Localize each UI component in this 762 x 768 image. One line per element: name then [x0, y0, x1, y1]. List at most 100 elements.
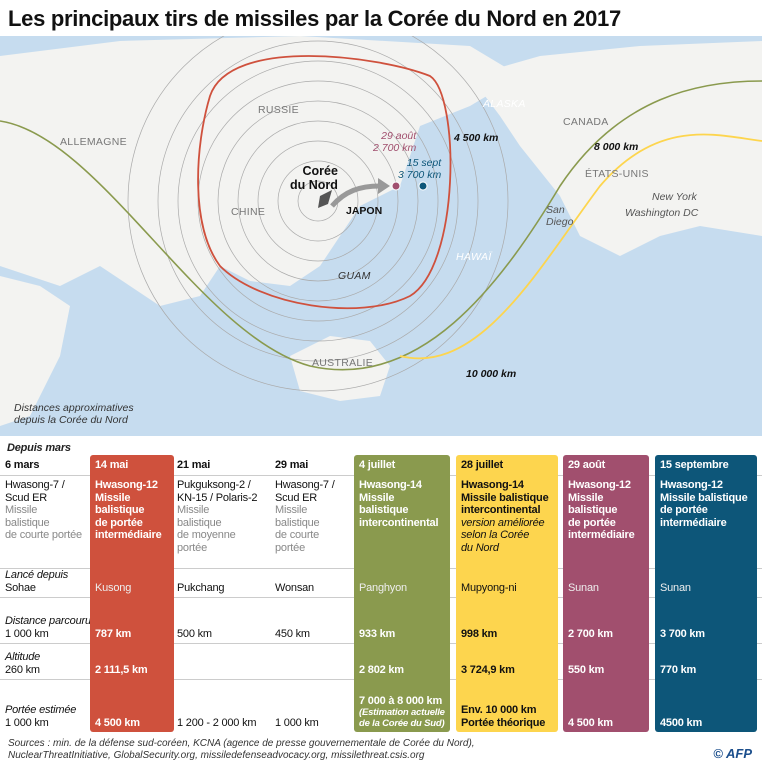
estimated-range: Env. 10 000 km Portée théorique [461, 704, 546, 729]
distance-cell: 2 700 km [563, 597, 649, 643]
desc-cell: Hwasong-12 Missile balistique de portée … [563, 475, 649, 568]
altitude: 2 802 km [359, 663, 404, 676]
label-hawai: HAWAÏ [456, 251, 492, 263]
range-cell: 1 200 - 2 000 km [172, 679, 268, 732]
distance-cell: 787 km [90, 597, 174, 643]
site-cell: Wonsan [270, 568, 352, 597]
missile-name: Hwasong-12 Missile balistique de portée … [95, 479, 162, 541]
altitude-cell: 770 km [655, 643, 757, 679]
range-10000-line [0, 80, 762, 371]
arrow-head [378, 178, 390, 194]
date: 29 mai [275, 458, 309, 471]
missile-name: Hwasong-12 Missile balistique de portée … [660, 479, 748, 529]
date-cell: 14 mai [90, 455, 174, 475]
label-washington: Washington DC [625, 207, 699, 219]
label-guam: GUAM [338, 270, 371, 282]
column-15-septembre: 15 septembre Hwasong-12 Missile balistiqu… [655, 455, 757, 732]
range-label-8000: 8 000 km [594, 141, 639, 153]
missile-name: Hwasong-7 / Scud ER [5, 479, 65, 504]
desc-cell: Hwasong-7 / Scud ER Missile balistique de… [270, 475, 352, 568]
site-cell: Sunan [655, 568, 757, 597]
africa [0, 276, 70, 426]
impact-label-29-aout: 29 août 2 700 km [373, 130, 417, 154]
site-cell: Mupyong-ni [456, 568, 558, 597]
column-29-août: 29 août Hwasong-12 Missile balistique de … [563, 455, 649, 732]
distance: 3 700 km [660, 627, 705, 640]
missile-type: Missile balistique de courte portée [275, 504, 320, 554]
date-cell: 6 mars [0, 455, 88, 475]
date-cell: 29 mai [270, 455, 352, 475]
label-canada: CANADA [563, 116, 609, 128]
label-russie: RUSSIE [258, 104, 299, 116]
launch-site: Kusong [95, 581, 132, 594]
distance: 2 700 km [568, 627, 613, 640]
map-note: Distances approximatives depuis la Corée… [14, 402, 134, 426]
north-korea-shape [318, 190, 332, 208]
distance: 933 km [359, 627, 396, 640]
distance: 998 km [461, 627, 498, 640]
altitude-cell: 2 111,5 km [90, 643, 174, 679]
estimated-range: 1 000 km [275, 716, 319, 729]
range-cell: 4500 km [655, 679, 757, 732]
estimated-range: 4500 km [660, 716, 703, 729]
altitude: 770 km [660, 663, 697, 676]
eurasia [0, 36, 520, 306]
date: 15 septembre [660, 458, 729, 471]
missile-name: Hwasong-7 / Scud ER [275, 479, 335, 504]
range-cell: 1 000 km [270, 679, 352, 732]
range-cell: Portée estimée 1 000 km [0, 679, 88, 732]
launch-site: Sohae [5, 581, 36, 594]
column-6-mars: 6 mars Hwasong-7 / Scud ER Missile balisti… [0, 455, 97, 732]
missile-name: Pukguksong-2 / KN-15 / Polaris-2 [177, 479, 258, 504]
label-alaska: ALASKA [483, 98, 526, 110]
column-29-mai: 29 mai Hwasong-7 / Scud ER Missile balisti… [270, 455, 352, 732]
missile-table: Depuis mars 6 mars Hwasong-7 / Scud ER Mis… [0, 440, 762, 740]
estimated-range: 7 000 à 8 000 km [359, 694, 443, 707]
site-cell: Panghyon [354, 568, 450, 597]
label-new-york: New York [652, 191, 697, 203]
desc-cell: Hwasong-14 Missile balistique interconti… [456, 475, 558, 568]
missile-type: Missile balistique de moyenne portée [177, 504, 236, 554]
date: 4 juillet [359, 458, 396, 471]
range-4500-line [197, 55, 452, 310]
label-chine: CHINE [231, 206, 266, 218]
range-note: (Estimation actuelle de la Corée du Sud) [359, 707, 445, 729]
altitude-cell [270, 643, 352, 679]
missile-type: Missile balistique de courte portée [5, 504, 82, 541]
date-cell: 29 août [563, 455, 649, 475]
estimated-range: 4 500 km [568, 716, 613, 729]
label-australie: AUSTRALIE [312, 357, 374, 369]
altitude-cell: 550 km [563, 643, 649, 679]
range-cell: Env. 10 000 km Portée théorique [456, 679, 558, 732]
label-japon: JAPON [346, 205, 383, 217]
altitude: 3 724,9 km [461, 663, 515, 676]
estimated-range: 1 200 - 2 000 km [177, 716, 257, 729]
missile-note: version améliorée selon la Corée du Nord [461, 516, 545, 554]
missile-name: Hwasong-12 Missile balistique de portée … [568, 479, 635, 541]
label-san-diego: San Diego [546, 204, 574, 228]
since-label: Depuis mars [7, 442, 71, 454]
desc-cell: Hwasong-14 Missile balistique interconti… [354, 475, 450, 568]
range-8000-line [399, 133, 762, 360]
label-coree-du-nord: Corée du Nord [290, 164, 338, 192]
date-cell: 15 septembre [655, 455, 757, 475]
label-allemagne: ALLEMAGNE [60, 136, 127, 148]
site-cell: Lancé depuis Sohae [0, 568, 88, 597]
distance-cell: 933 km [354, 597, 450, 643]
range-label-4500: 4 500 km [454, 132, 499, 144]
launch-site: Sunan [660, 581, 691, 594]
altitude-cell [172, 643, 268, 679]
altitude-cell: 3 724,9 km [456, 643, 558, 679]
distance: 500 km [177, 627, 212, 640]
missile-name: Hwasong-14 Missile balistique interconti… [461, 479, 549, 516]
range-cell: 4 500 km [563, 679, 649, 732]
site-cell: Kusong [90, 568, 174, 597]
trajectory-arrow [330, 183, 381, 208]
distance: 450 km [275, 627, 310, 640]
distance-cell: 3 700 km [655, 597, 757, 643]
desc-cell: Pukguksong-2 / KN-15 / Polaris-2 Missile … [172, 475, 268, 568]
row-label-altitude: Altitude [5, 651, 41, 663]
sources: Sources : min. de la défense sud-coréen,… [8, 738, 475, 761]
row-label-lance: Lancé depuis [5, 569, 69, 581]
launch-site: Panghyon [359, 581, 407, 594]
